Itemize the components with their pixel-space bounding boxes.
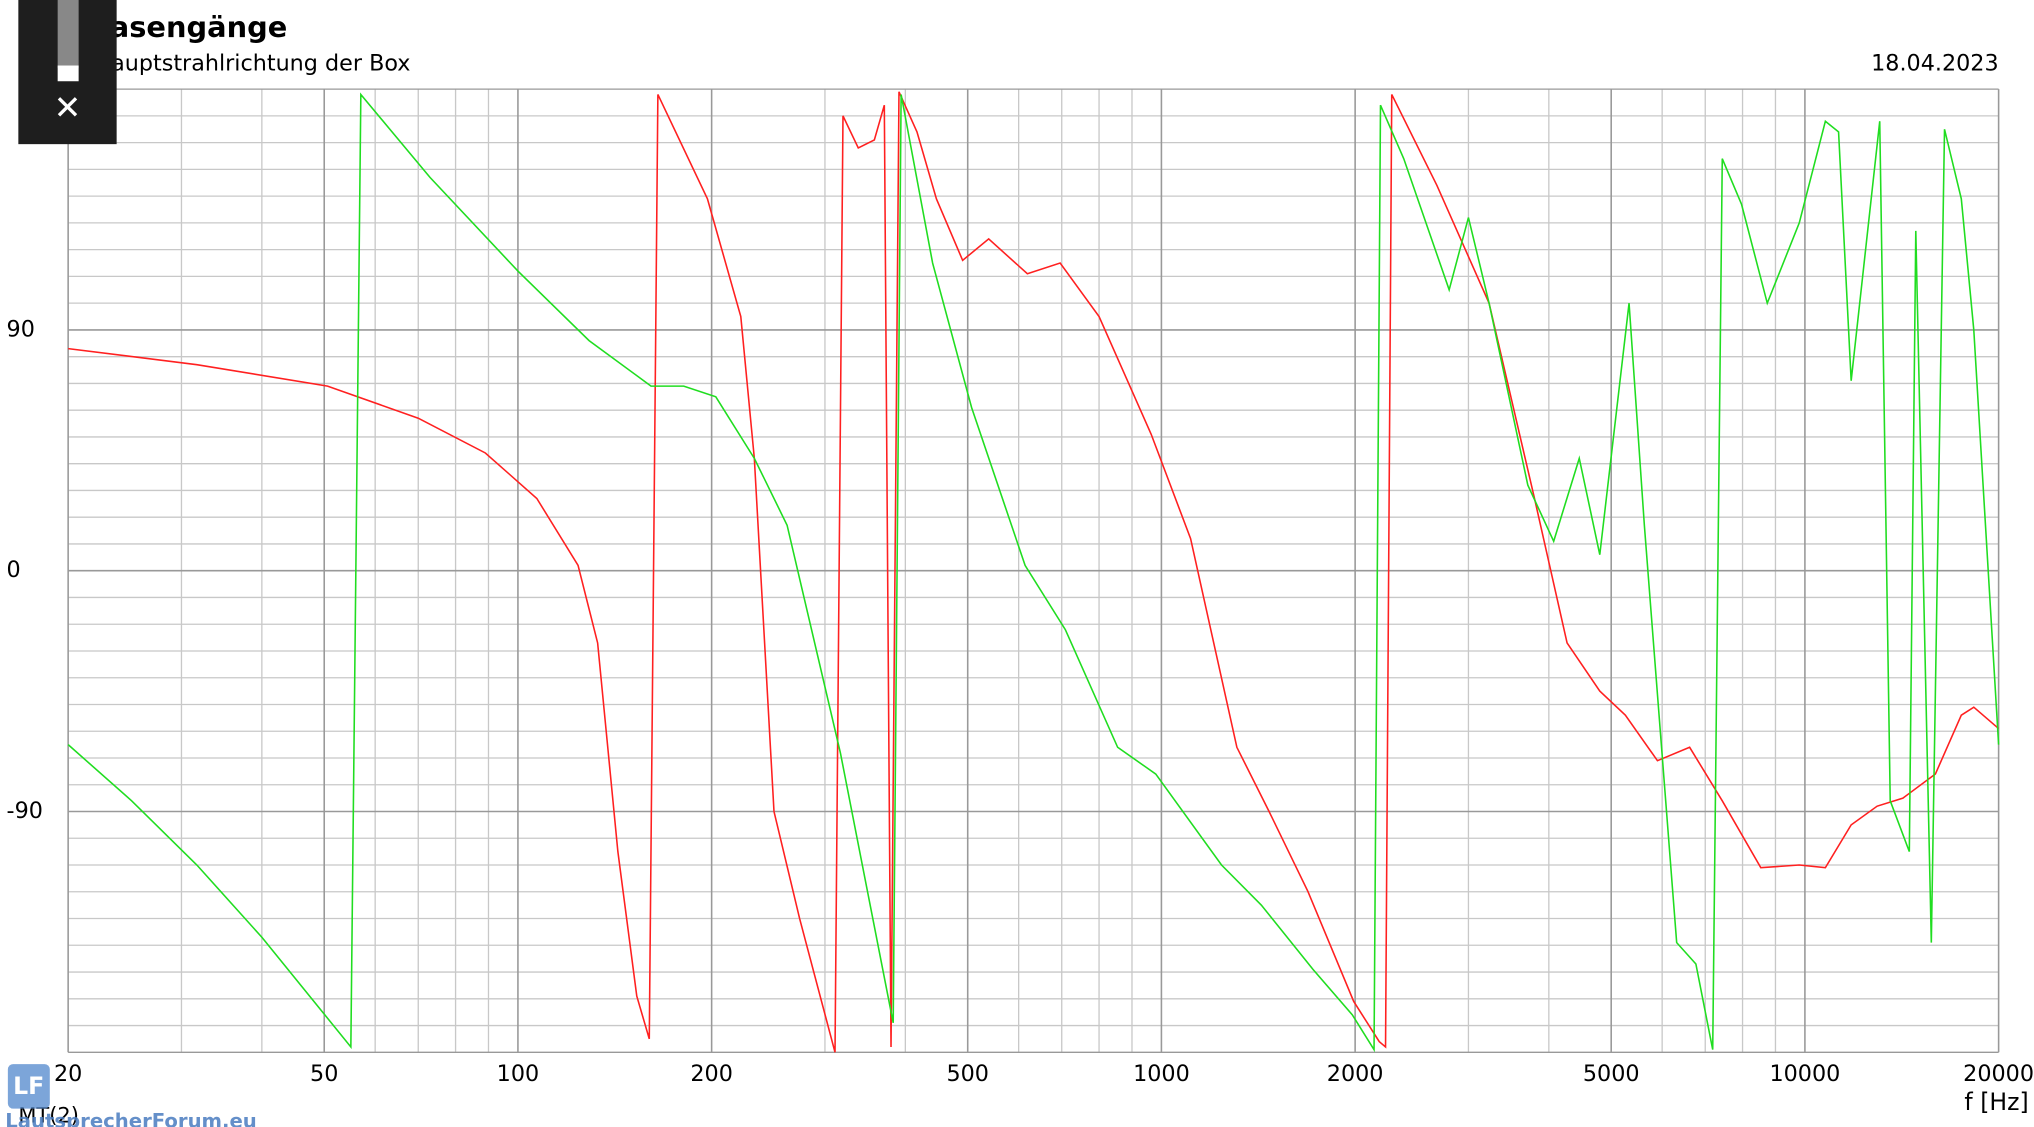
scrollbar-thumb[interactable] [57,65,79,82]
series-line [68,91,2000,1053]
x-tick-label: 200 [690,1061,733,1087]
x-tick-label: 2000 [1327,1061,1384,1087]
x-tick-label: 500 [946,1061,989,1087]
plot-area [67,91,2000,1053]
close-button[interactable] [57,97,78,117]
y-tick-label: -90 [7,798,43,824]
x-tick-label: 1000 [1133,1061,1190,1087]
grid [67,88,2000,1053]
watermark: LF LautsprecherForum.eu [5,1064,257,1127]
labels: 90 0 -90 20 50 100 200 500 1000 2000 5000 10000 2000… [7,316,2034,1087]
x-tick-label: 50 [310,1061,338,1087]
scrollbar-track [57,0,79,69]
chart-subtitle: Hauptstrahlrichtung der Box [94,51,410,77]
y-tick-label: 0 [7,557,21,583]
x-tick-label: 20 [54,1061,82,1087]
footer-text: MT(2) [18,1104,79,1127]
overlay-toolbar[interactable] [18,0,117,145]
watermark-text: LautsprecherForum.eu [5,1109,257,1127]
x-tick-label: 100 [497,1061,540,1087]
watermark-logo-letters: LF [13,1072,44,1100]
series-line [67,92,2000,1053]
x-tick-label: 10000 [1769,1061,1840,1087]
watermark-logo [7,1064,50,1109]
date: 18.04.2023 [1871,51,1998,77]
x-tick-label: 20000 [1963,1061,2034,1087]
y-tick-label: 90 [7,316,35,342]
x-axis-label: f [Hz] [1964,1088,2028,1116]
x-tick-label: 5000 [1583,1061,1640,1087]
